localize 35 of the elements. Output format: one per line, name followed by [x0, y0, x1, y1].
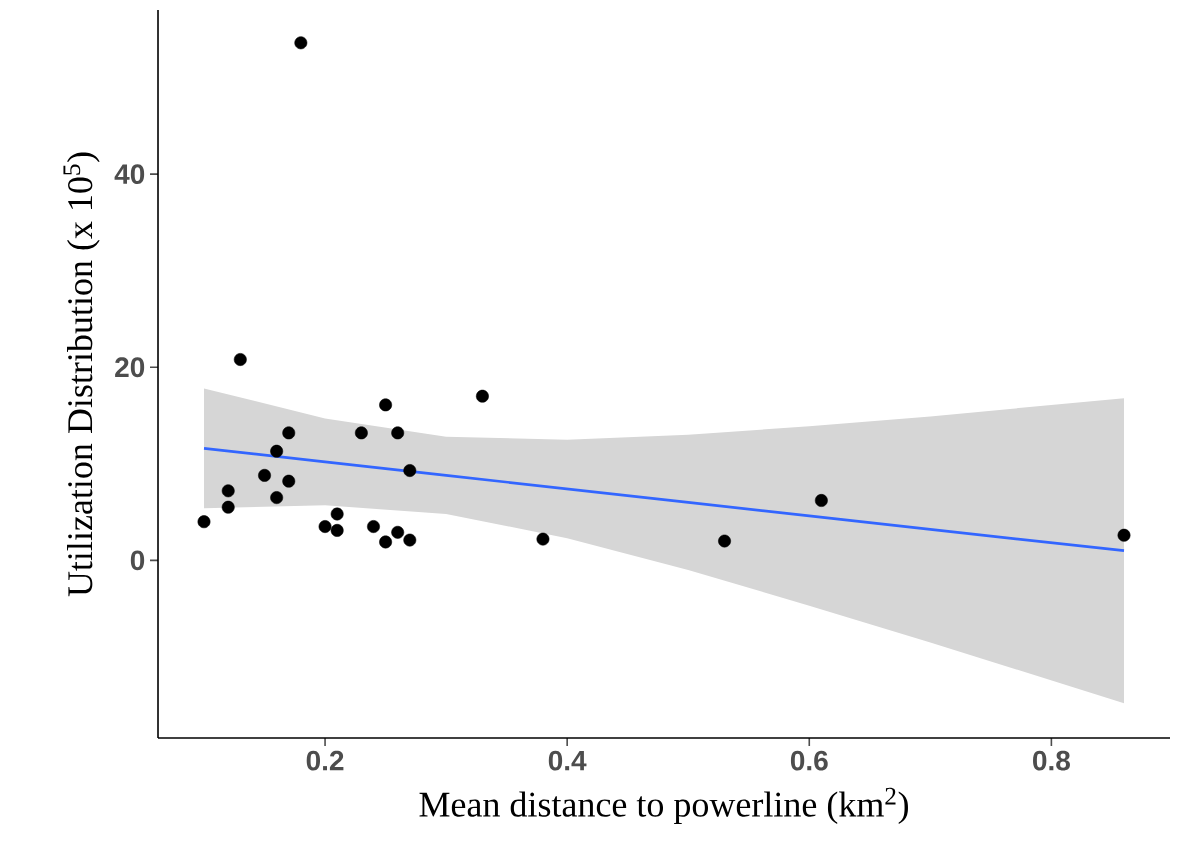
point: [379, 398, 392, 412]
y-tick-label: 0: [130, 550, 145, 571]
point: [318, 520, 332, 533]
point: [330, 524, 344, 537]
x-tick-label: 0.6: [790, 750, 828, 771]
point: [536, 532, 550, 546]
point: [258, 468, 271, 482]
point: [391, 426, 405, 440]
point: [282, 426, 296, 440]
y-tick-label: 20: [115, 357, 145, 378]
x-tick-label: 0.8: [1033, 750, 1070, 771]
point: [282, 474, 296, 488]
x-tick-label: 0.4: [548, 750, 587, 771]
point: [197, 515, 211, 529]
point: [294, 36, 308, 50]
point: [391, 525, 405, 539]
point: [330, 507, 344, 521]
point: [379, 535, 392, 549]
x-tick-label: 0.2: [306, 750, 344, 771]
point: [814, 494, 828, 507]
point: [1117, 528, 1131, 542]
point: [403, 533, 417, 547]
x-axis-title: Mean distance to powerline (km$^{2}$): [419, 787, 908, 825]
point: [403, 464, 417, 477]
point: [221, 500, 235, 514]
y-tick-label: 40: [114, 164, 145, 185]
point: [718, 534, 731, 548]
point: [270, 444, 284, 458]
point: [233, 353, 247, 366]
point: [354, 426, 368, 440]
y-axis-title: Utilization Distribution (x 10$^{5}$): [63, 152, 100, 597]
point: [367, 520, 380, 533]
point: [476, 389, 489, 403]
point: [221, 484, 235, 498]
point: [270, 491, 284, 504]
